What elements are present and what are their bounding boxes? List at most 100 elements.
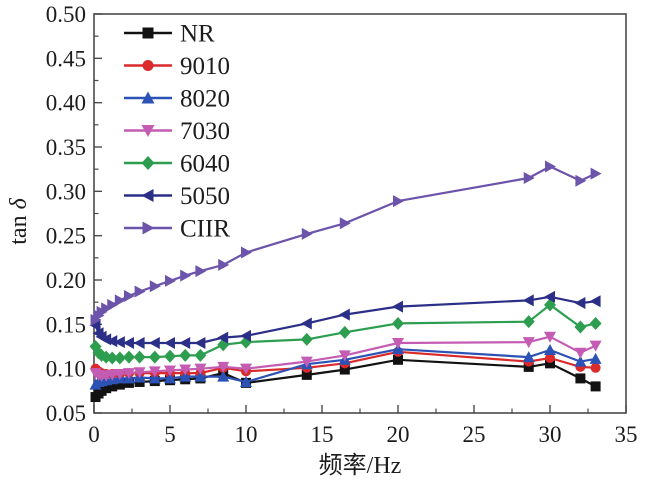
- series-5050: [89, 290, 601, 349]
- data-point: [522, 337, 535, 349]
- legend-item-6040: 6040: [124, 151, 230, 178]
- data-point: [339, 217, 351, 230]
- data-point: [106, 335, 118, 348]
- data-point: [589, 352, 602, 364]
- legend-item-8020: 8020: [124, 86, 230, 113]
- data-point: [164, 349, 176, 363]
- data-point: [113, 336, 125, 349]
- data-point: [165, 274, 176, 287]
- series-CIIR: [90, 160, 602, 326]
- data-point: [141, 189, 154, 202]
- data-point: [392, 316, 404, 330]
- data-point: [180, 269, 192, 282]
- data-point: [194, 370, 207, 382]
- data-point: [106, 351, 119, 365]
- data-point: [194, 348, 207, 362]
- x-tick-label: 25: [463, 422, 486, 447]
- x-tick-label: 10: [235, 422, 258, 447]
- data-point: [123, 289, 135, 302]
- data-point: [544, 290, 555, 303]
- data-point: [106, 369, 119, 381]
- legend-label: 5050: [180, 183, 230, 210]
- data-point: [142, 27, 154, 39]
- data-point: [393, 195, 404, 208]
- legend-item-NR: NR: [124, 21, 215, 48]
- y-tick-label: 0.30: [46, 179, 86, 204]
- x-tick-label: 30: [539, 422, 562, 447]
- data-point: [148, 366, 161, 378]
- data-point: [589, 316, 602, 330]
- data-point: [338, 350, 351, 362]
- data-point: [522, 294, 534, 307]
- data-point: [134, 285, 146, 298]
- x-tick-label: 5: [164, 422, 176, 447]
- legend-item-7030: 7030: [124, 118, 230, 145]
- data-point: [122, 350, 135, 364]
- data-point: [522, 351, 535, 363]
- data-point: [574, 347, 587, 359]
- data-point: [100, 333, 112, 346]
- series-7030: [89, 331, 602, 382]
- data-point: [392, 337, 404, 349]
- legend-item-CIIR: CIIR: [124, 216, 230, 243]
- legend: NR 9010 8020 7030 6040 5050 CIIR: [124, 21, 230, 243]
- data-point: [589, 340, 602, 352]
- data-point: [545, 353, 555, 364]
- data-point: [300, 317, 312, 330]
- y-tick-label: 0.20: [46, 268, 86, 293]
- y-tick-label: 0.40: [46, 91, 86, 116]
- y-axis-label: tan δ: [6, 197, 32, 244]
- x-tick-label: 15: [311, 422, 334, 447]
- data-point: [179, 336, 191, 349]
- data-point: [179, 348, 192, 362]
- x-axis-label: 频率/Hz: [319, 452, 402, 479]
- x-tick-label: 20: [387, 422, 410, 447]
- data-point: [300, 356, 313, 368]
- data-point: [89, 319, 101, 332]
- data-point: [141, 156, 155, 170]
- data-point: [240, 375, 252, 387]
- y-tick-label: 0.50: [46, 2, 86, 27]
- y-tick-label: 0.15: [46, 312, 86, 337]
- data-point: [141, 91, 155, 104]
- data-point: [240, 329, 251, 342]
- axes: 0.05 0.10 0.15 0.20 0.25 0.30 0.35 0.40 0.45 0.50…: [6, 2, 638, 479]
- data-point: [338, 325, 351, 339]
- data-point: [194, 336, 206, 349]
- data-point: [590, 362, 601, 373]
- data-point: [301, 369, 312, 380]
- y-tick-label: 0.05: [46, 401, 86, 426]
- legend-item-9010: 9010: [124, 53, 230, 80]
- data-point: [164, 372, 176, 384]
- x-tick-label: 35: [615, 422, 638, 447]
- data-point: [133, 336, 145, 349]
- data-point: [522, 315, 535, 329]
- legend-label: 9010: [180, 53, 230, 80]
- data-point: [590, 381, 601, 392]
- data-point: [107, 298, 119, 311]
- data-point: [545, 160, 556, 173]
- data-point: [133, 350, 146, 364]
- data-point: [523, 172, 535, 185]
- y-tick-label: 0.10: [46, 357, 86, 382]
- data-point: [544, 331, 556, 343]
- legend-label: 6040: [180, 151, 230, 178]
- data-point: [113, 368, 126, 380]
- data-point: [148, 350, 161, 364]
- data-point: [393, 354, 403, 365]
- data-point: [114, 294, 126, 307]
- data-point: [179, 364, 192, 376]
- data-point: [392, 300, 403, 313]
- data-point: [301, 227, 313, 240]
- data-point: [141, 125, 155, 137]
- series-6040: [89, 298, 602, 365]
- data-point: [142, 60, 154, 71]
- data-point: [574, 297, 586, 310]
- data-point: [164, 365, 176, 377]
- y-tick-label: 0.35: [46, 135, 86, 160]
- data-point: [217, 331, 229, 344]
- legend-label: 8020: [180, 86, 230, 113]
- legend-item-5050: 5050: [124, 183, 230, 210]
